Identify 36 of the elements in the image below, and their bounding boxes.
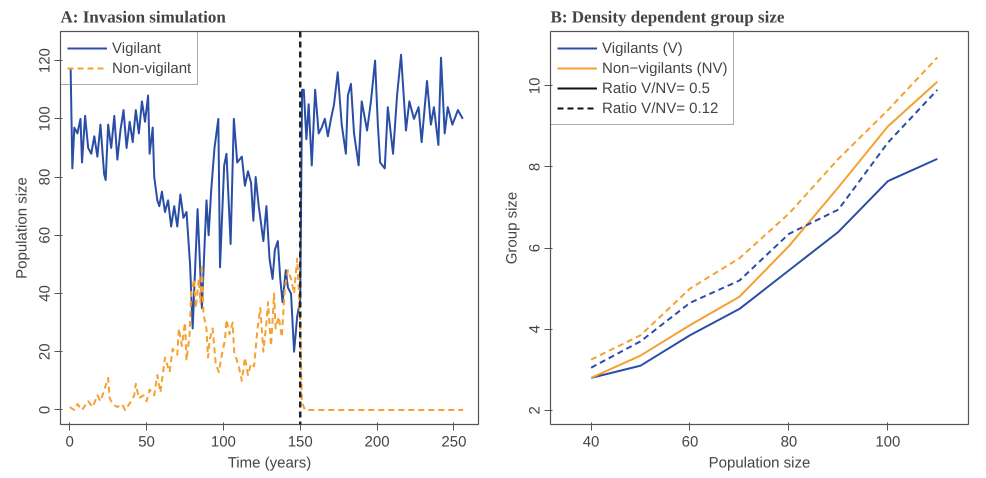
y-tick-label: 40 <box>36 285 54 302</box>
annotation: Vigilants (V) <box>602 39 683 57</box>
x-tick-label: 60 <box>682 434 698 450</box>
line-series <box>68 258 464 411</box>
y-tick-label: 60 <box>36 226 54 244</box>
x-tick-label: 0 <box>66 434 74 450</box>
y-axis-title: Population size <box>14 177 30 279</box>
y-axis-title: Group size <box>504 192 520 264</box>
y-tick-label: 4 <box>526 325 544 334</box>
y-tick-label: 100 <box>36 106 54 132</box>
x-tick-label: 80 <box>780 434 798 450</box>
chart-title: A: Invasion simulation <box>60 8 226 26</box>
annotation: Ratio V/NV= 0.12 <box>602 99 718 117</box>
x-tick-label: 150 <box>288 434 313 450</box>
legend-label: Non-vigilant <box>112 59 192 77</box>
line-series <box>590 158 938 379</box>
y-tick-label: 20 <box>36 343 54 360</box>
annotation: Non−vigilants (NV) <box>602 59 728 77</box>
x-tick-label: 250 <box>441 434 466 450</box>
y-tick-label: 2 <box>526 406 544 414</box>
y-tick-label: 0 <box>36 406 54 414</box>
legend-label: Vigilant <box>112 39 161 57</box>
x-tick-label: 40 <box>582 434 600 450</box>
x-tick-label: 50 <box>138 434 155 450</box>
y-tick-label: 6 <box>526 244 544 252</box>
x-tick-label: 100 <box>210 434 236 450</box>
annotation: Ratio V/NV= 0.5 <box>602 79 710 97</box>
y-tick-label: 80 <box>36 168 54 186</box>
y-tick-label: 10 <box>526 78 544 94</box>
x-axis-title: Population size <box>708 454 810 472</box>
y-tick-label: 8 <box>526 162 544 172</box>
y-tick-label: 120 <box>36 48 54 74</box>
x-tick-label: 100 <box>875 434 900 450</box>
x-tick-label: 200 <box>364 434 390 450</box>
chart-title: B: Density dependent group size <box>550 8 785 26</box>
x-axis-title: Time (years) <box>228 454 312 472</box>
